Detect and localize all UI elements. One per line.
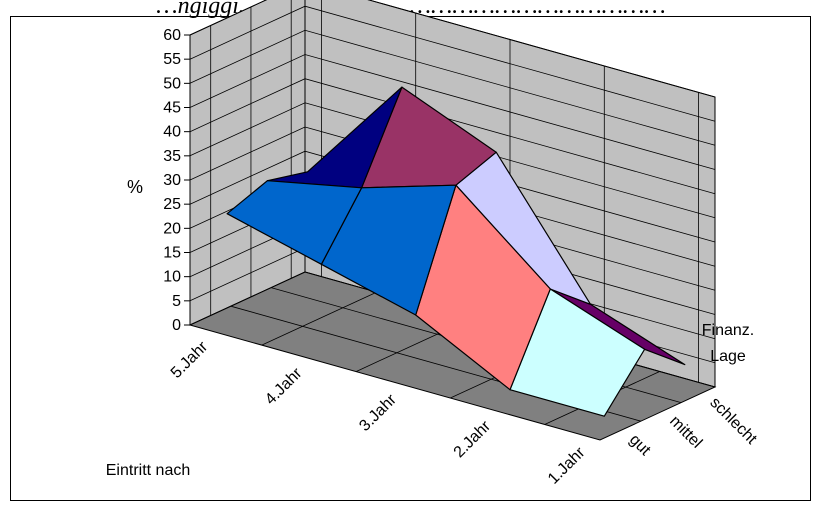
z-tick-label: 45	[163, 100, 181, 117]
z-gridline	[189, 102, 716, 219]
y-tick-label: schlecht	[706, 394, 760, 448]
z-tick-label: 10	[163, 269, 181, 286]
z-gridline	[189, 150, 716, 267]
surface-cell	[226, 180, 363, 265]
z-gridline	[189, 0, 716, 98]
y-tick-label: gut	[626, 431, 654, 459]
z-tick-label: 25	[163, 196, 181, 213]
z-gridline	[189, 5, 716, 122]
z-gridline	[189, 126, 716, 243]
x-tick-label: 2.Jahr	[451, 417, 495, 461]
z-tick-label: 20	[163, 220, 181, 237]
x-tick-label: 5.Jahr	[168, 338, 212, 382]
z-tick-label: 55	[163, 51, 181, 68]
z-gridline	[189, 29, 716, 146]
z-tick-label: 40	[163, 124, 181, 141]
floor-gridline	[261, 291, 377, 346]
z-gridline	[189, 54, 716, 170]
z-tick-label: 5	[172, 293, 181, 310]
y-axis-title: Finanz.	[702, 322, 754, 339]
x-tick-label: 3.Jahr	[356, 391, 400, 435]
y-axis-title: Lage	[710, 348, 746, 365]
z-tick-label: 0	[172, 317, 181, 334]
z-tick-label: 50	[163, 75, 181, 92]
surface-plot	[226, 86, 686, 417]
z-axis-title: %	[127, 177, 143, 197]
x-tick-label: 4.Jahr	[262, 364, 306, 408]
z-tick-label: 30	[163, 172, 181, 189]
z-tick-label: 60	[163, 27, 181, 44]
left-wall	[189, 0, 306, 326]
z-gridline	[189, 78, 716, 195]
y-tick-label: mittel	[666, 413, 705, 452]
x-tick-label: 1.Jahr	[545, 444, 589, 488]
z-tick-label: 35	[163, 148, 181, 165]
x-axis-title: Eintritt nach	[106, 462, 190, 479]
z-tick-label: 15	[163, 245, 181, 262]
